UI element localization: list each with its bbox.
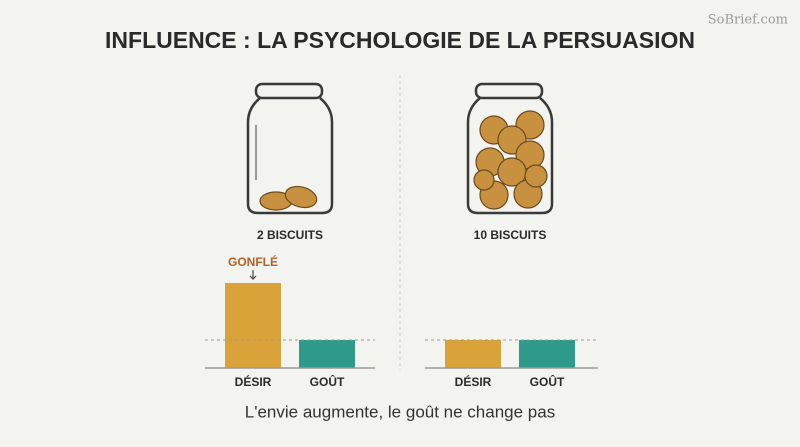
category-label: GOÛT [530,374,565,389]
category-label: GOÛT [310,374,345,389]
jar-label: 2 BISCUITS [257,228,323,242]
title: INFLUENCE : LA PSYCHOLOGIE DE LA PERSUAS… [105,27,695,53]
bar [225,283,281,368]
jar [466,82,554,215]
bar [299,340,355,368]
jar-label: 10 BISCUITS [474,228,547,242]
category-label: DÉSIR [235,374,272,389]
annotation-arrow [249,270,257,280]
bar [519,340,575,368]
annotation: GONFLÉ [228,254,278,269]
caption: L'envie augmente, le goût ne change pas [245,402,555,421]
cookies [259,185,318,211]
jar [246,82,334,215]
category-label: DÉSIR [455,374,492,389]
cookies [473,110,548,210]
watermark: SoBrief.com [708,13,788,28]
bar [445,340,501,368]
